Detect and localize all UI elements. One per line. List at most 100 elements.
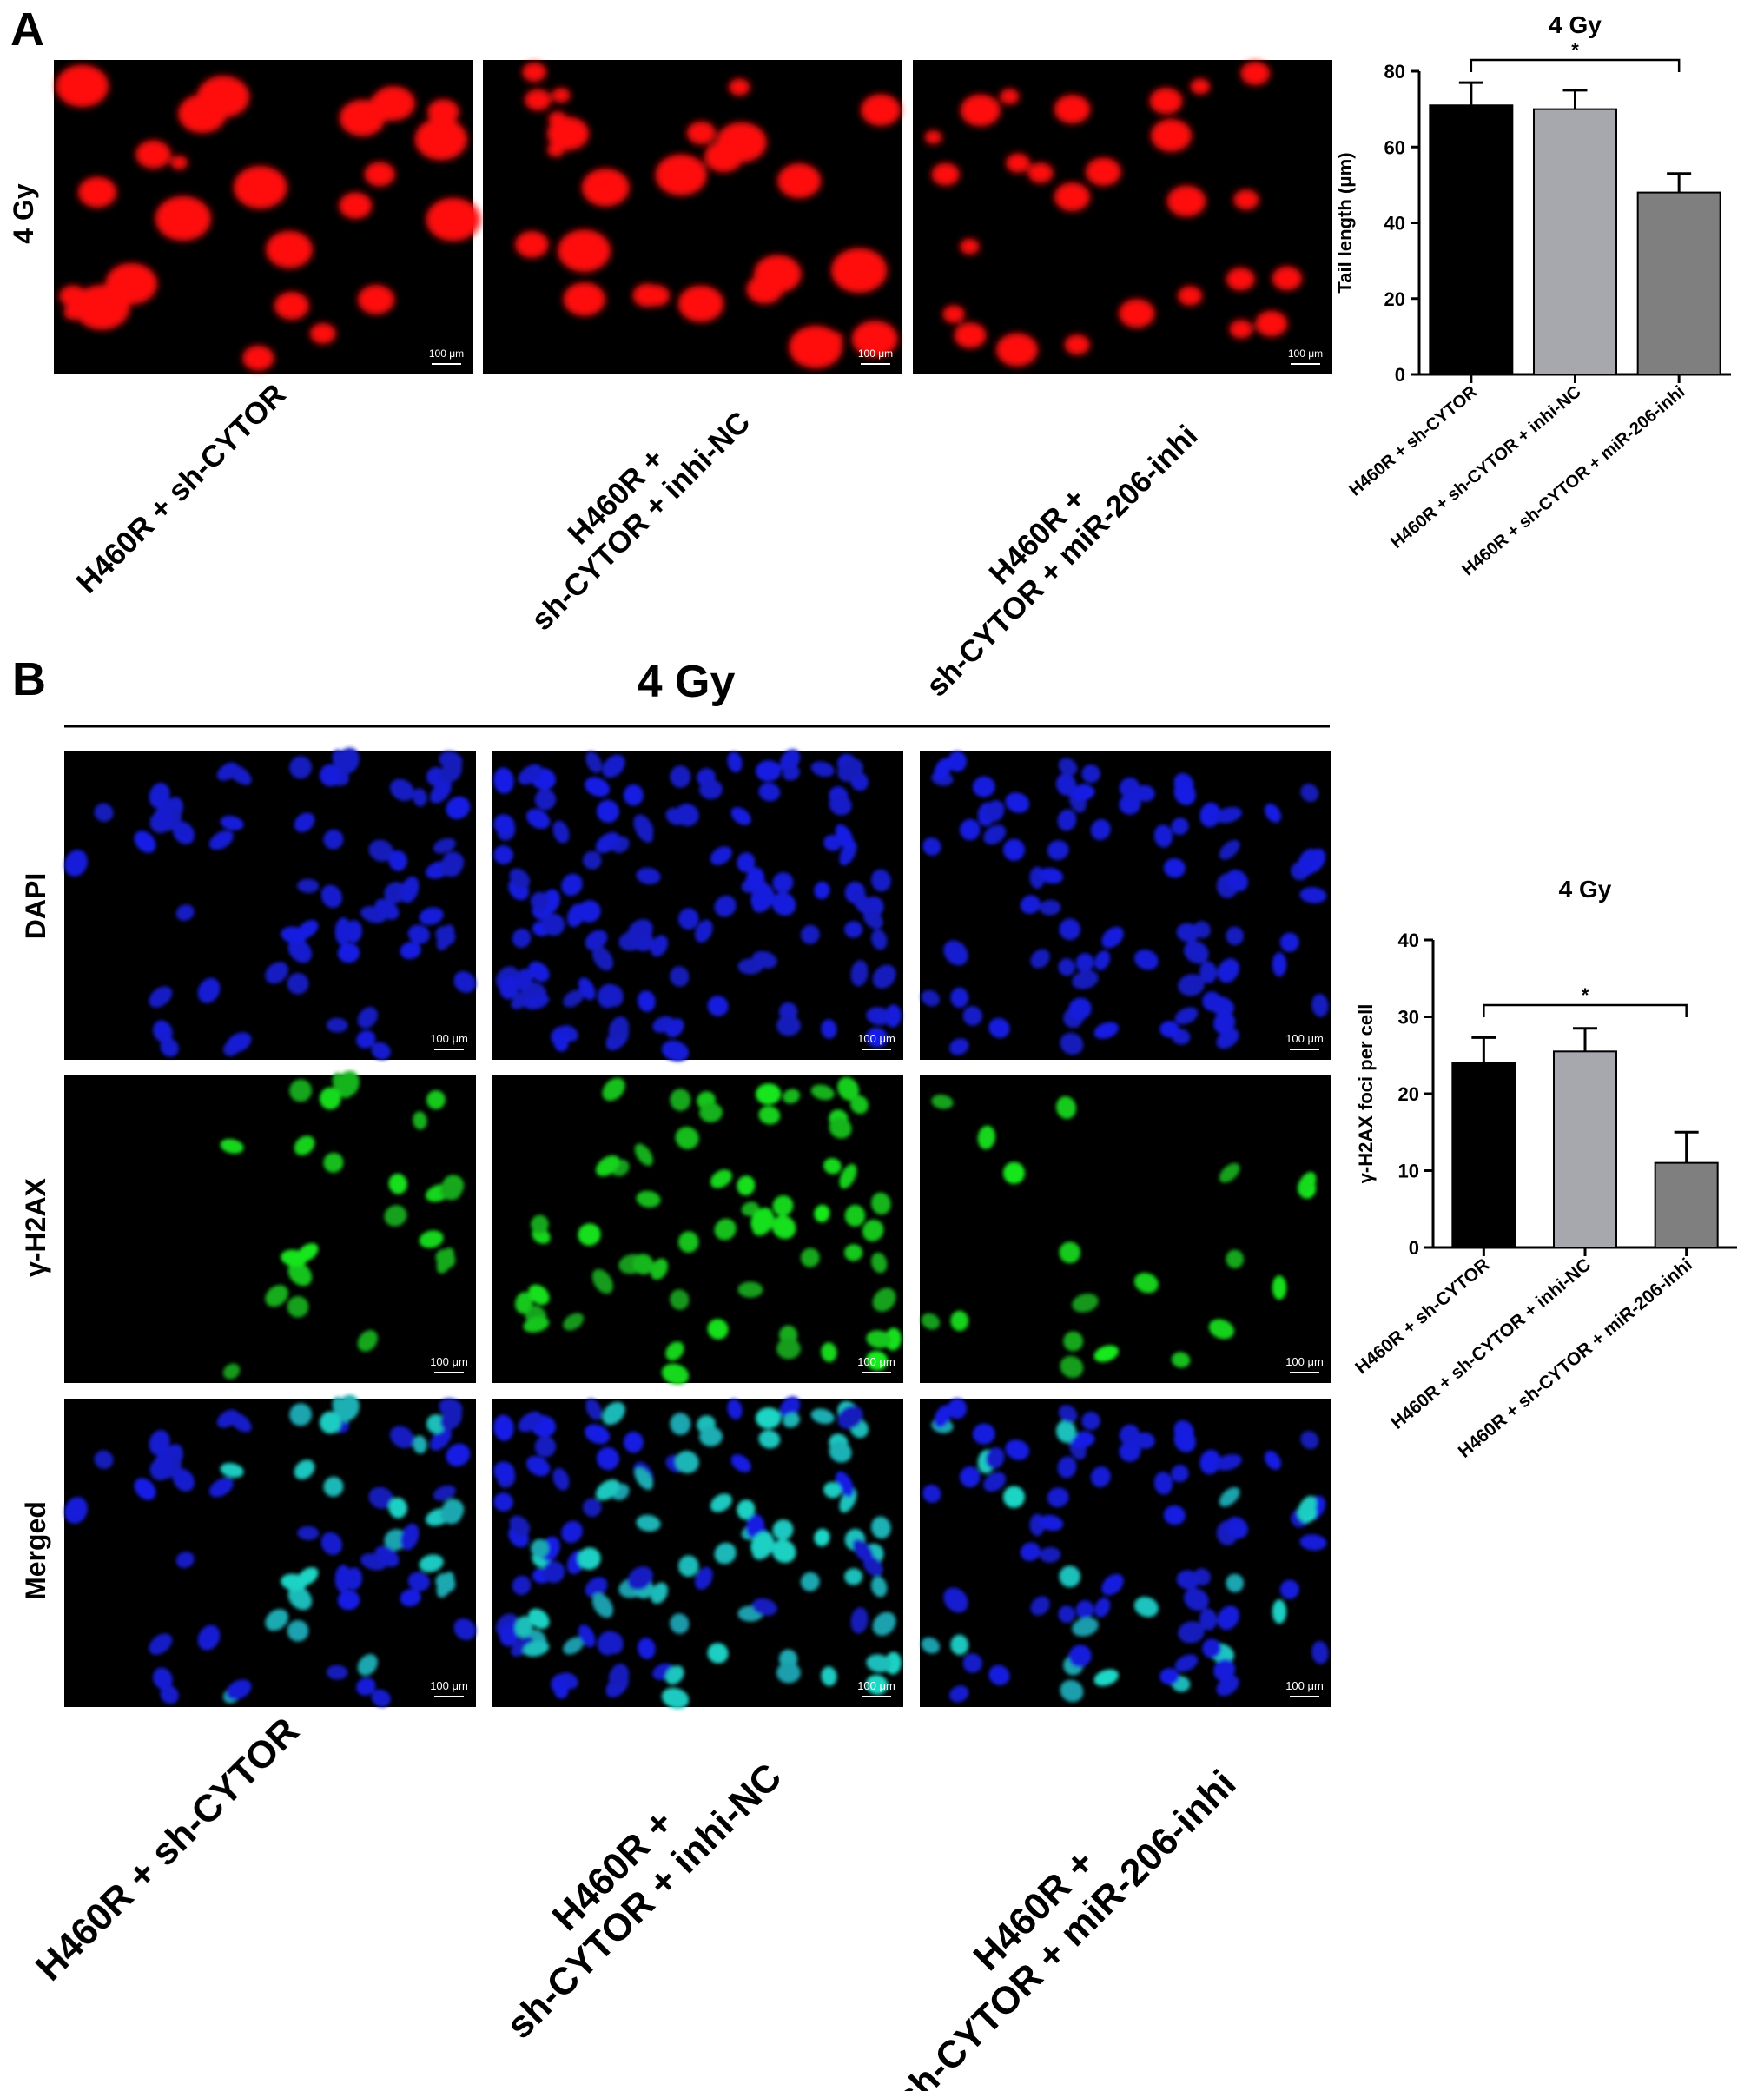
nucleus xyxy=(1213,1658,1236,1682)
nucleus xyxy=(160,1037,179,1057)
nucleus xyxy=(326,1017,348,1033)
nucleus xyxy=(319,1087,341,1110)
nucleus xyxy=(1135,1432,1155,1449)
nucleus xyxy=(595,831,620,853)
nucleus xyxy=(1057,809,1077,831)
nucleus xyxy=(1173,781,1196,805)
nucleus xyxy=(866,1330,892,1349)
comet xyxy=(942,305,965,323)
nucleus xyxy=(1173,1428,1196,1452)
nucleus xyxy=(776,1015,801,1036)
comet xyxy=(372,86,415,121)
comet-image: 100 μm xyxy=(54,60,481,374)
y-tick-label: 10 xyxy=(1398,1161,1419,1182)
nucleus xyxy=(602,754,625,778)
nucleus xyxy=(634,1467,653,1490)
nucleus xyxy=(746,867,765,892)
nucleus xyxy=(866,1007,892,1026)
nucleus xyxy=(1039,899,1061,916)
nucleus xyxy=(1063,1331,1084,1352)
nucleus xyxy=(528,961,550,983)
nucleus xyxy=(1298,1171,1317,1196)
nucleus xyxy=(783,1089,801,1104)
nucleus xyxy=(319,764,341,787)
nucleus xyxy=(523,993,550,1009)
nucleus xyxy=(509,868,531,889)
nucleus xyxy=(1058,1405,1078,1423)
nucleus xyxy=(294,1459,315,1479)
comet-image: 100 μm xyxy=(913,60,1332,374)
nuclei xyxy=(220,1070,465,1380)
nucleus xyxy=(1215,806,1242,824)
nucleus xyxy=(440,1181,462,1201)
nucleus xyxy=(1030,1596,1050,1616)
nucleus xyxy=(931,1094,954,1109)
nucleus xyxy=(730,807,751,825)
nucleus xyxy=(849,1095,869,1115)
nucleus xyxy=(1171,817,1189,836)
nucleus xyxy=(865,1675,889,1695)
nucleus xyxy=(453,970,476,993)
row-label: Merged xyxy=(20,1501,51,1600)
y-axis-label: Tail length (μm) xyxy=(1334,152,1356,293)
nucleus xyxy=(665,1665,684,1685)
nucleus xyxy=(220,815,244,831)
nucleus xyxy=(531,1538,549,1558)
nucleus xyxy=(750,884,774,910)
nucleus xyxy=(149,783,170,809)
y-tick-label: 60 xyxy=(1384,136,1405,158)
nucleus xyxy=(228,1412,252,1433)
nucleus xyxy=(1047,840,1069,861)
nucleus xyxy=(948,751,968,772)
nucleus xyxy=(220,1138,244,1155)
nucleus xyxy=(578,977,596,1001)
fluorescence-image: 100 μm xyxy=(492,1396,903,1709)
fluorescence-image: 100 μm xyxy=(64,747,476,1060)
nucleus xyxy=(750,1532,774,1557)
nucleus xyxy=(934,758,952,781)
scale-bar-label: 100 μm xyxy=(857,1032,895,1045)
nucleus xyxy=(1005,792,1030,813)
nucleus xyxy=(294,812,315,832)
fluorescence-image: 100 μm xyxy=(920,1398,1331,1707)
nucleus xyxy=(1075,1600,1094,1619)
nucleus xyxy=(665,1341,684,1361)
nucleus xyxy=(585,1398,603,1420)
nucleus xyxy=(948,1398,968,1419)
comet xyxy=(1240,61,1271,85)
nucleus xyxy=(173,821,195,844)
nucleus xyxy=(1072,1617,1099,1637)
nucleus xyxy=(638,1638,656,1659)
nucleus xyxy=(862,1219,884,1242)
bar xyxy=(1451,1062,1516,1248)
nucleus xyxy=(531,891,549,911)
nucleus xyxy=(632,1254,654,1275)
nucleus xyxy=(675,1450,699,1474)
nucleus xyxy=(950,987,969,1009)
nucleus xyxy=(297,878,320,893)
comets xyxy=(56,64,481,371)
nucleus xyxy=(949,1038,969,1055)
nucleus xyxy=(390,1426,414,1449)
nucleus xyxy=(1039,867,1064,884)
nucleus xyxy=(585,930,608,950)
nucleus xyxy=(627,919,653,943)
y-tick-label: 20 xyxy=(1398,1083,1419,1105)
nucleus xyxy=(388,1497,407,1519)
y-tick-label: 30 xyxy=(1398,1007,1419,1029)
nucleus xyxy=(623,784,644,806)
nucleus xyxy=(1171,1465,1189,1483)
nucleus xyxy=(1060,1355,1084,1379)
nucleus xyxy=(208,830,234,850)
nucleus xyxy=(844,1244,863,1261)
nucleus xyxy=(597,1446,619,1471)
nucleus xyxy=(197,1624,221,1651)
nucleus xyxy=(800,1572,820,1591)
comet xyxy=(563,282,606,316)
comet xyxy=(1226,268,1255,291)
comet xyxy=(931,162,960,186)
scale-bar-label: 100 μm xyxy=(430,1679,468,1692)
nucleus xyxy=(94,803,114,823)
nucleus xyxy=(515,1616,533,1638)
nucleus xyxy=(509,1515,531,1536)
